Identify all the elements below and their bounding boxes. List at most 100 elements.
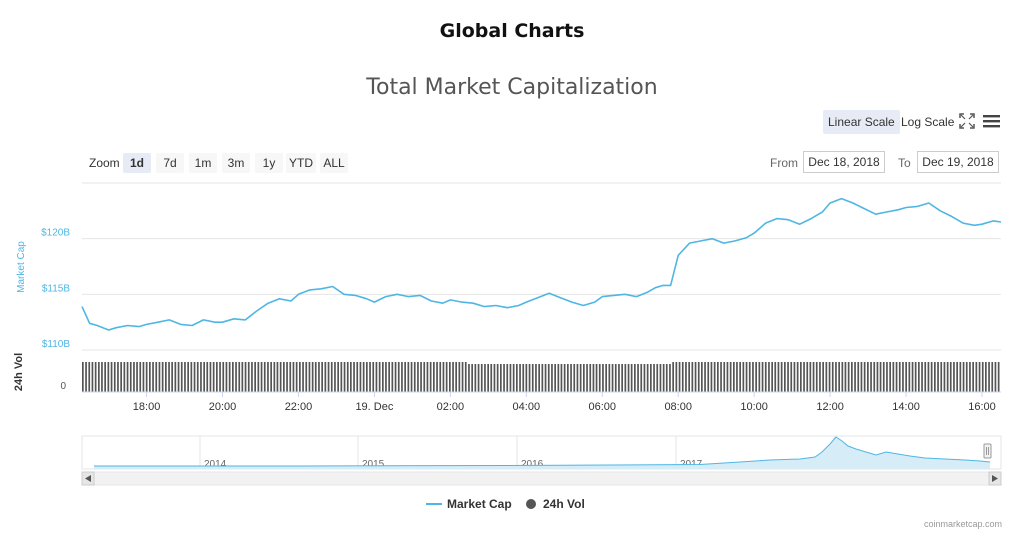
volume-bar — [736, 362, 738, 392]
volume-bar — [480, 364, 483, 392]
volume-bar — [761, 362, 764, 392]
volume-bar — [914, 362, 917, 392]
volume-bar — [707, 362, 710, 392]
volume-bar — [337, 362, 339, 392]
volume-bar — [681, 362, 684, 392]
volume-bar — [346, 362, 349, 392]
volume-axis-title: 24h Vol — [13, 353, 25, 391]
zoom-all-button[interactable]: ALL — [320, 153, 348, 173]
volume-bar — [975, 362, 978, 392]
volume-bar — [305, 362, 308, 392]
volume-bar — [257, 362, 260, 392]
volume-bar — [123, 362, 126, 392]
volume-bar — [886, 362, 888, 392]
volume-bar — [838, 362, 840, 392]
volume-bar — [640, 364, 643, 392]
volume-bar — [697, 362, 700, 392]
volume-bar — [892, 362, 895, 392]
volume-bar — [177, 362, 180, 392]
volume-bar — [378, 362, 381, 392]
volume-bar — [831, 362, 834, 392]
volume-bar — [244, 362, 247, 392]
volume-bar — [410, 362, 413, 392]
navigator[interactable]: 20142015201620172018 — [81, 435, 1002, 486]
zoom-1m-button[interactable]: 1m — [189, 153, 217, 173]
volume-bar — [627, 364, 630, 392]
legend-volume-symbol — [526, 499, 536, 509]
volume-bar — [949, 362, 952, 392]
volume-bar — [129, 362, 132, 392]
volume-bar — [701, 362, 703, 392]
menu-icon[interactable] — [983, 113, 1000, 134]
zoom-3m-button[interactable]: 3m — [222, 153, 250, 173]
volume-bar — [796, 362, 799, 392]
x-tick-label: 20:00 — [209, 401, 237, 413]
fullscreen-icon[interactable] — [959, 113, 975, 134]
volume-bar — [895, 362, 898, 392]
volume-bar — [809, 362, 812, 392]
volume-bar — [417, 362, 419, 392]
volume-bar — [139, 362, 142, 392]
volume-bar — [656, 364, 659, 392]
volume-bar — [442, 362, 445, 392]
volume-bar — [155, 362, 158, 392]
volume-bar — [924, 362, 927, 392]
volume-bar — [372, 362, 375, 392]
volume-bar — [748, 362, 751, 392]
zoom-ytd-button[interactable]: YTD — [286, 153, 316, 173]
volume-bar — [436, 362, 438, 392]
volume-bar — [420, 362, 422, 392]
volume-bar — [490, 364, 493, 392]
scroll-left-icon — [85, 475, 91, 482]
volume-bar — [251, 362, 253, 392]
volume-bar — [391, 362, 394, 392]
volume-bar — [602, 364, 604, 392]
x-tick-label: 18:00 — [133, 401, 161, 413]
volume-bar — [965, 362, 968, 392]
linear-scale-button[interactable]: Linear Scale — [823, 110, 900, 134]
volume-bar — [222, 362, 225, 392]
volume-bar — [187, 362, 189, 392]
volume-bar — [851, 362, 853, 392]
volume-bar — [579, 364, 582, 392]
volume-bar — [637, 364, 639, 392]
zoom-7d-button[interactable]: 7d — [156, 153, 184, 173]
volume-bar — [171, 362, 173, 392]
volume-bar — [733, 362, 735, 392]
volume-bar — [777, 362, 780, 392]
legend-24h-vol[interactable]: 24h Vol — [543, 497, 585, 511]
volume-bar — [286, 362, 288, 392]
volume-bar — [404, 362, 406, 392]
volume-bar — [512, 364, 515, 392]
volume-bar — [382, 362, 384, 392]
zoom-1d-button[interactable]: 1d — [123, 153, 151, 173]
volume-bar — [101, 362, 103, 392]
volume-bar — [343, 362, 346, 392]
x-tick-label: 08:00 — [664, 401, 692, 413]
from-date-input[interactable]: Dec 18, 2018 — [803, 151, 885, 173]
volume-bar — [704, 362, 706, 392]
zoom-1y-button[interactable]: 1y — [255, 153, 283, 173]
volume-bar — [91, 362, 94, 392]
volume-bar — [576, 364, 579, 392]
volume-bar — [768, 362, 770, 392]
volume-bar — [793, 362, 796, 392]
volume-bar — [691, 362, 694, 392]
volume-bar — [863, 362, 866, 392]
x-tick-label: 22:00 — [285, 401, 313, 413]
volume-bar — [624, 364, 627, 392]
volume-bar — [541, 364, 544, 392]
volume-layer — [82, 362, 1000, 392]
from-label: From — [770, 156, 798, 170]
to-date-input[interactable]: Dec 19, 2018 — [917, 151, 999, 173]
volume-bar — [283, 362, 285, 392]
log-scale-button[interactable]: Log Scale — [901, 115, 955, 129]
volume-bar — [978, 362, 981, 392]
volume-bar — [471, 364, 473, 392]
volume-bar — [557, 364, 560, 392]
legend-market-cap[interactable]: Market Cap — [447, 497, 512, 511]
volume-bar — [321, 362, 323, 392]
navigator-line — [94, 436, 991, 467]
volume-bar — [180, 362, 183, 392]
volume-bar — [311, 362, 314, 392]
